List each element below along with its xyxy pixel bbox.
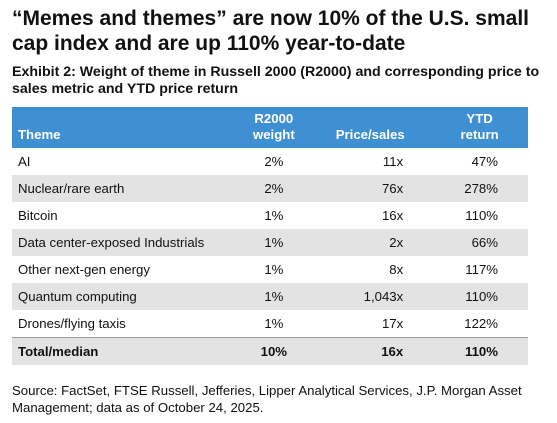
- cell-weight: 1%: [264, 316, 284, 331]
- cell-theme: AI: [18, 154, 31, 169]
- cell-theme: Bitcoin: [18, 208, 58, 223]
- cell-weight: 2%: [264, 181, 284, 196]
- cell-theme: Data center-exposed Industrials: [18, 235, 205, 250]
- header-ytd-line1: YTD: [466, 111, 493, 126]
- table-row: Drones/flying taxis 1% 17x 122%: [12, 310, 528, 338]
- cell-ytd: 110%: [465, 289, 498, 304]
- header-ytd: YTD return: [431, 107, 528, 148]
- header-weight-line2: weight: [252, 127, 295, 142]
- cell-price-sales: 17x: [381, 316, 404, 331]
- total-row: Total/median 10% 16x 110%: [12, 337, 528, 365]
- cell-ytd: 66%: [471, 235, 498, 250]
- cell-weight: 1%: [264, 262, 284, 277]
- header-theme: Theme: [18, 127, 61, 142]
- cell-ytd: 278%: [464, 181, 498, 196]
- cell-theme: Drones/flying taxis: [18, 316, 126, 331]
- cell-weight: 1%: [264, 208, 284, 223]
- cell-price-sales: 11x: [382, 154, 404, 169]
- total-ytd: 110%: [431, 337, 528, 365]
- cell-theme: Quantum computing: [18, 289, 137, 304]
- table-row: Nuclear/rare earth 2% 76x 278%: [12, 175, 528, 202]
- table-row: Data center-exposed Industrials 1% 2x 66…: [12, 229, 528, 256]
- cell-ytd: 122%: [464, 316, 498, 331]
- table-header: Theme R2000 weight Price/sales YTD retur…: [12, 107, 528, 148]
- cell-weight: 1%: [264, 289, 284, 304]
- exhibit-subtitle: Exhibit 2: Weight of theme in Russell 20…: [12, 64, 540, 97]
- table-row: AI 2% 11x 47%: [12, 148, 528, 175]
- cell-ytd: 47%: [471, 154, 498, 169]
- header-ytd-line2: return: [460, 127, 499, 142]
- table-body: AI 2% 11x 47% Nuclear/rare earth 2% 76x …: [12, 148, 528, 365]
- cell-weight: 1%: [264, 235, 284, 250]
- total-price-sales: 16x: [309, 337, 432, 365]
- cell-theme: Nuclear/rare earth: [18, 181, 125, 196]
- cell-price-sales: 76x: [381, 181, 404, 196]
- header-weight-line1: R2000: [254, 111, 294, 126]
- cell-weight: 2%: [264, 154, 284, 169]
- table-row: Quantum computing 1% 1,043x 110%: [12, 283, 528, 310]
- cell-price-sales: 2x: [389, 235, 404, 250]
- total-theme: Total/median: [12, 337, 239, 365]
- headline: “Memes and themes” are now 10% of the U.…: [12, 7, 529, 55]
- total-weight: 10%: [238, 337, 310, 365]
- table-row: Other next-gen energy 1% 8x 117%: [12, 256, 528, 283]
- cell-price-sales: 8x: [389, 262, 404, 277]
- cell-ytd: 117%: [465, 262, 498, 277]
- cell-ytd: 110%: [465, 208, 498, 223]
- header-row: Theme R2000 weight Price/sales YTD retur…: [12, 107, 528, 148]
- source-note: Source: FactSet, FTSE Russell, Jefferies…: [12, 383, 522, 415]
- theme-table: Theme R2000 weight Price/sales YTD retur…: [12, 107, 528, 365]
- header-price-sales: Price/sales: [335, 127, 405, 142]
- cell-price-sales: 1,043x: [363, 289, 404, 304]
- header-weight: R2000 weight: [239, 107, 310, 148]
- cell-price-sales: 16x: [381, 208, 404, 223]
- cell-theme: Other next-gen energy: [18, 262, 150, 277]
- table-row: Bitcoin 1% 16x 110%: [12, 202, 528, 229]
